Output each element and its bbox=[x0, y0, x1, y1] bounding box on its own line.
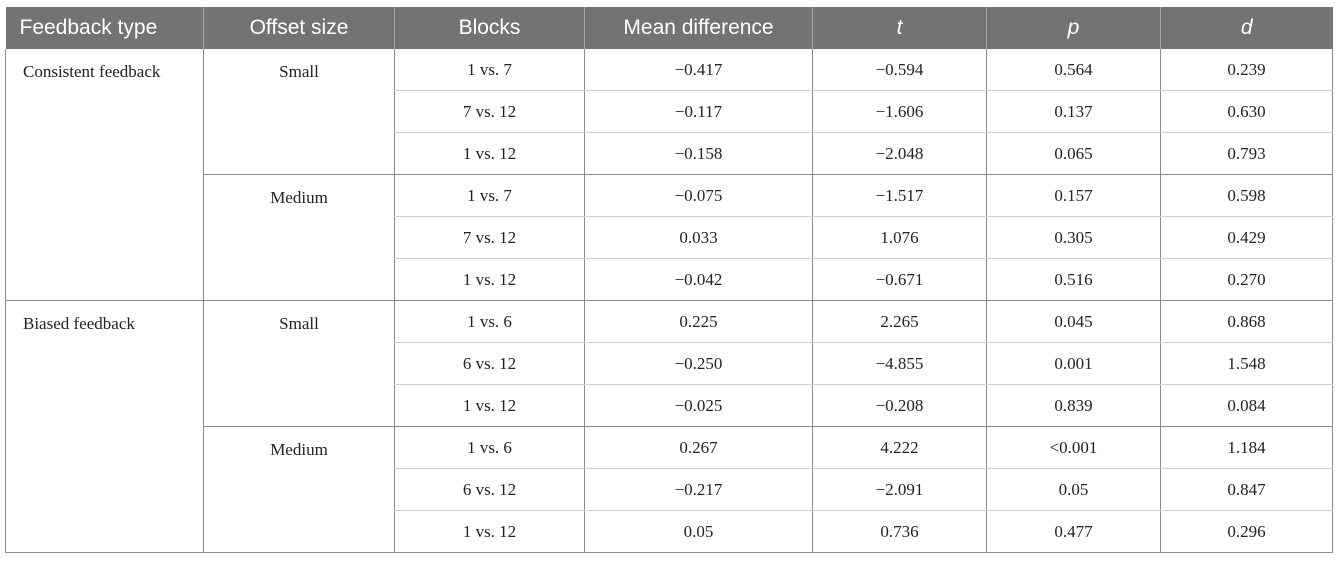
offset-size-cell: Medium bbox=[203, 174, 395, 301]
p-cell: 0.477 bbox=[986, 510, 1161, 553]
table-row: 1 vs. 12 0.05 0.736 0.477 0.296 bbox=[6, 510, 1333, 553]
d-cell: 0.868 bbox=[1160, 300, 1333, 343]
blocks-cell: 1 vs. 12 bbox=[394, 510, 585, 553]
header-feedback-type: Feedback type bbox=[5, 7, 204, 49]
p-cell: <0.001 bbox=[986, 426, 1161, 469]
p-cell: 0.516 bbox=[986, 258, 1161, 301]
mean-difference-cell: 0.05 bbox=[584, 510, 813, 553]
table-row: Consistent feedback Small 1 vs. 7 −0.417… bbox=[5, 49, 1333, 301]
mean-difference-cell: 0.033 bbox=[584, 216, 813, 259]
d-cell: 0.630 bbox=[1160, 90, 1333, 133]
blocks-cell: 6 vs. 12 bbox=[394, 468, 585, 511]
t-cell: 1.076 bbox=[812, 216, 987, 259]
offset-size-cell: Small bbox=[203, 300, 395, 427]
p-cell: 0.045 bbox=[986, 300, 1161, 343]
p-cell: 0.305 bbox=[986, 216, 1161, 259]
mean-difference-cell: −0.217 bbox=[584, 468, 813, 511]
d-cell: 0.598 bbox=[1160, 174, 1333, 217]
mean-difference-cell: 0.225 bbox=[584, 300, 813, 343]
table-row: Medium 1 vs. 6 0.267 4.222 <0.001 1.184 bbox=[6, 426, 1333, 553]
p-cell: 0.05 bbox=[986, 468, 1161, 511]
table-row: 1 vs. 12 −0.025 −0.208 0.839 0.084 bbox=[6, 384, 1333, 427]
header-row: Feedback type Offset size Blocks Mean di… bbox=[5, 7, 1333, 49]
feedback-type-cell: Consistent feedback bbox=[5, 49, 204, 301]
t-cell: −1.606 bbox=[812, 90, 987, 133]
table-row: 1 vs. 12 −0.042 −0.671 0.516 0.270 bbox=[6, 258, 1333, 301]
t-cell: −0.671 bbox=[812, 258, 987, 301]
blocks-cell: 7 vs. 12 bbox=[394, 216, 585, 259]
table-row: 6 vs. 12 −0.217 −2.091 0.05 0.847 bbox=[6, 468, 1333, 511]
header-blocks: Blocks bbox=[394, 7, 585, 49]
table-row: 7 vs. 12 0.033 1.076 0.305 0.429 bbox=[6, 216, 1333, 259]
mean-difference-cell: −0.417 bbox=[584, 49, 813, 91]
mean-difference-cell: −0.250 bbox=[584, 342, 813, 385]
offset-size-cell: Small bbox=[203, 49, 395, 175]
mean-difference-cell: −0.042 bbox=[584, 258, 813, 301]
t-cell: 2.265 bbox=[812, 300, 987, 343]
blocks-cell: 6 vs. 12 bbox=[394, 342, 585, 385]
table-row: 6 vs. 12 −0.250 −4.855 0.001 1.548 bbox=[6, 342, 1333, 385]
t-cell: 4.222 bbox=[812, 426, 987, 469]
mean-difference-cell: −0.158 bbox=[584, 132, 813, 175]
blocks-cell: 1 vs. 12 bbox=[394, 384, 585, 427]
mean-difference-cell: −0.075 bbox=[584, 174, 813, 217]
t-cell: 0.736 bbox=[812, 510, 987, 553]
offset-size-cell: Medium bbox=[203, 426, 395, 553]
d-cell: 0.847 bbox=[1160, 468, 1333, 511]
p-cell: 0.065 bbox=[986, 132, 1161, 175]
d-cell: 0.793 bbox=[1160, 132, 1333, 175]
p-cell: 0.564 bbox=[986, 49, 1161, 91]
table-row: Biased feedback Small 1 vs. 6 0.225 2.26… bbox=[5, 300, 1333, 553]
blocks-cell: 1 vs. 12 bbox=[394, 132, 585, 175]
blocks-cell: 1 vs. 7 bbox=[394, 49, 585, 91]
table-row: 7 vs. 12 −0.117 −1.606 0.137 0.630 bbox=[6, 90, 1333, 133]
p-cell: 0.137 bbox=[986, 90, 1161, 133]
header-mean-difference: Mean difference bbox=[584, 7, 813, 49]
d-cell: 1.548 bbox=[1160, 342, 1333, 385]
d-cell: 0.270 bbox=[1160, 258, 1333, 301]
t-cell: −1.517 bbox=[812, 174, 987, 217]
p-cell: 0.157 bbox=[986, 174, 1161, 217]
p-cell: 0.839 bbox=[986, 384, 1161, 427]
header-offset-size: Offset size bbox=[203, 7, 395, 49]
t-cell: −4.855 bbox=[812, 342, 987, 385]
header-t: t bbox=[812, 7, 987, 49]
t-cell: −0.208 bbox=[812, 384, 987, 427]
mean-difference-cell: −0.117 bbox=[584, 90, 813, 133]
blocks-cell: 1 vs. 6 bbox=[394, 300, 585, 343]
blocks-cell: 7 vs. 12 bbox=[394, 90, 585, 133]
blocks-cell: 1 vs. 12 bbox=[394, 258, 585, 301]
mean-difference-cell: 0.267 bbox=[584, 426, 813, 469]
p-cell: 0.001 bbox=[986, 342, 1161, 385]
table-row: Medium 1 vs. 7 −0.075 −1.517 0.157 0.598 bbox=[6, 174, 1333, 301]
t-cell: −2.091 bbox=[812, 468, 987, 511]
t-cell: −2.048 bbox=[812, 132, 987, 175]
d-cell: 0.296 bbox=[1160, 510, 1333, 553]
t-cell: −0.594 bbox=[812, 49, 987, 91]
header-d: d bbox=[1160, 7, 1333, 49]
d-cell: 1.184 bbox=[1160, 426, 1333, 469]
mean-difference-cell: −0.025 bbox=[584, 384, 813, 427]
d-cell: 0.239 bbox=[1160, 49, 1333, 91]
feedback-type-cell: Biased feedback bbox=[5, 300, 204, 553]
results-table: Feedback type Offset size Blocks Mean di… bbox=[5, 7, 1333, 553]
table-row: 1 vs. 12 −0.158 −2.048 0.065 0.793 bbox=[6, 132, 1333, 175]
d-cell: 0.429 bbox=[1160, 216, 1333, 259]
header-p: p bbox=[986, 7, 1161, 49]
d-cell: 0.084 bbox=[1160, 384, 1333, 427]
blocks-cell: 1 vs. 7 bbox=[394, 174, 585, 217]
blocks-cell: 1 vs. 6 bbox=[394, 426, 585, 469]
